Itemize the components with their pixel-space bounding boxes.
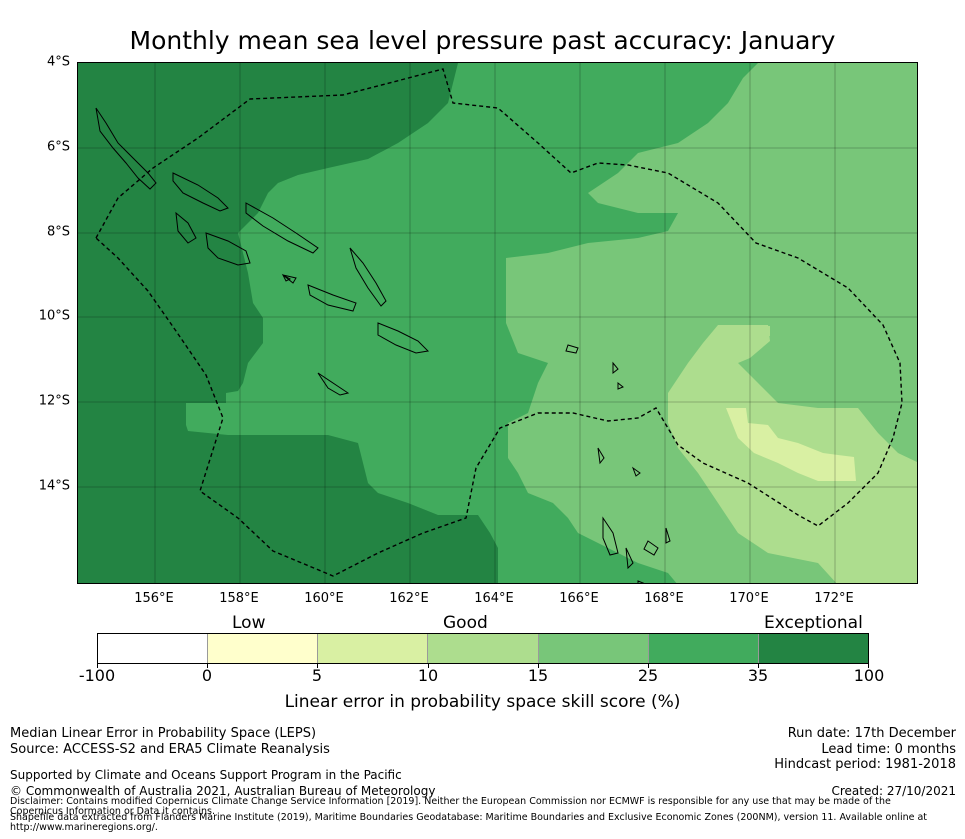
footer-hindcast: Hindcast period: 1981-2018	[774, 757, 956, 772]
island-maewo	[665, 527, 671, 544]
island-pentecost	[643, 540, 659, 556]
graticule	[78, 63, 917, 583]
lon-label-170e: 170°E	[729, 591, 769, 606]
colorbar-tick: 5	[311, 666, 323, 685]
lon-label-168e: 168°E	[644, 591, 684, 606]
footer-copyright: © Commonwealth of Australia 2021, Austra…	[10, 784, 436, 798]
footer-run-date: Run date: 17th December	[787, 726, 956, 741]
colorbar-label: Linear error in probability space skill …	[284, 692, 681, 712]
island-santa-cruz	[377, 322, 430, 354]
colorbar-segment	[758, 634, 868, 663]
solomon-eez-boundary	[95, 68, 903, 577]
footer-source: Source: ACCESS-S2 and ERA5 Climate Reana…	[10, 742, 330, 757]
island-makira	[307, 284, 357, 312]
colorbar-segment	[428, 634, 539, 663]
lon-label-172e: 172°E	[814, 591, 854, 606]
island-small-2	[281, 273, 292, 282]
colorbar-tick: -100	[78, 666, 116, 685]
footer-created: Created: 27/10/2021	[831, 784, 956, 798]
footer-method: Median Linear Error in Probability Space…	[10, 726, 317, 741]
colorbar-segment	[208, 634, 319, 663]
lat-label-12s: 12°S	[38, 393, 70, 409]
colorbar	[97, 633, 869, 664]
colorbar-segment	[648, 634, 759, 663]
island-vanikoro	[565, 344, 579, 354]
lat-label-8s: 8°S	[46, 224, 70, 240]
island-small-3	[631, 466, 641, 477]
islands	[95, 107, 671, 583]
footer-supported: Supported by Climate and Oceans Support …	[10, 768, 402, 782]
island-malaita	[349, 247, 387, 307]
lon-label-164e: 164°E	[474, 591, 514, 606]
lat-label-4s: 4°S	[46, 54, 70, 70]
island-banks	[612, 361, 619, 375]
colorbar-segment	[98, 634, 209, 663]
region-fair	[726, 408, 856, 481]
island-guadalcanal	[205, 232, 251, 266]
lon-label-156e: 156°E	[134, 591, 174, 606]
colorbar-segment	[318, 634, 429, 663]
skill-map	[78, 63, 917, 583]
lon-label-160e: 160°E	[304, 591, 344, 606]
region-moderate-patch	[718, 326, 770, 336]
colorbar-tick: 100	[853, 666, 885, 685]
island-santa-isabel	[245, 202, 319, 254]
lat-label-6s: 6°S	[46, 139, 70, 155]
colorbar-segment	[538, 634, 649, 663]
footer-disclaimer: Disclaimer: Contains modified Copernicus…	[10, 796, 891, 817]
colorbar-tick: 0	[201, 666, 213, 685]
lat-label-14s: 14°S	[38, 478, 70, 494]
eez-boundaries	[95, 68, 903, 577]
island-rennell	[282, 274, 297, 284]
island-torres	[597, 447, 605, 465]
island-malakula	[625, 547, 634, 570]
map-title: Monthly mean sea level pressure past acc…	[129, 26, 836, 55]
island-small-4	[617, 381, 624, 390]
lat-label-10s: 10°S	[38, 308, 70, 324]
lon-label-162e: 162°E	[389, 591, 429, 606]
colorbar-category-exceptional: Exceptional	[764, 613, 863, 633]
colorbar-tick: 35	[747, 666, 769, 685]
island-small-1	[317, 372, 350, 396]
colorbar-tick: 25	[637, 666, 659, 685]
footer-shapefile: Shapefile data extracted from Flanders M…	[10, 812, 928, 833]
island-espiritu-santo	[602, 516, 619, 556]
island-choiseul	[172, 172, 229, 212]
lon-label-158e: 158°E	[219, 591, 259, 606]
colorbar-tick: 10	[417, 666, 439, 685]
island-bougainville	[95, 107, 157, 190]
colorbar-category-low: Low	[232, 613, 266, 633]
colorbar-tick: 15	[527, 666, 549, 685]
footer-lead-time: Lead time: 0 months	[821, 742, 956, 757]
map-panel[interactable]	[77, 62, 918, 584]
colorbar-category-good: Good	[443, 613, 488, 633]
lon-label-166e: 166°E	[559, 591, 599, 606]
island-new-georgia	[175, 211, 197, 244]
